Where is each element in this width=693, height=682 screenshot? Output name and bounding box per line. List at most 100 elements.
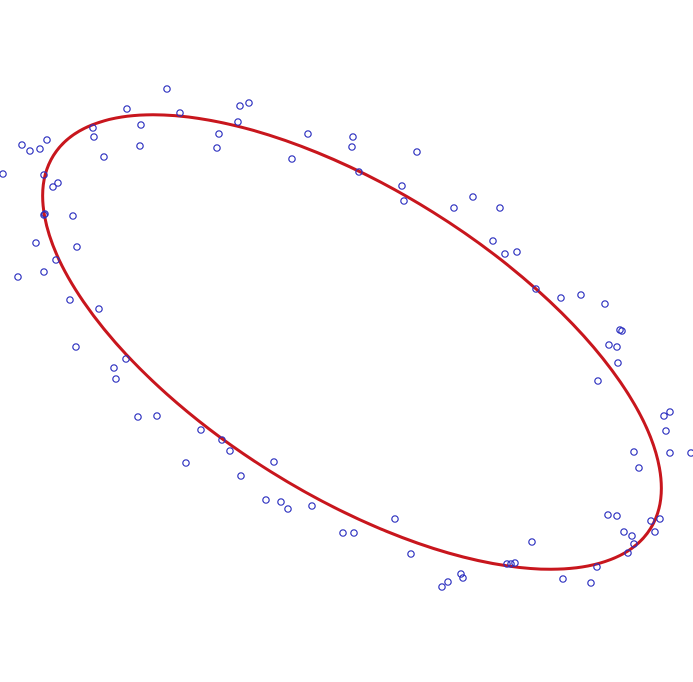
data-point: [176, 109, 184, 117]
data-point: [613, 343, 621, 351]
data-point: [666, 449, 674, 457]
data-point: [624, 549, 632, 557]
data-point: [398, 182, 406, 190]
data-point: [457, 570, 465, 578]
data-point: [40, 268, 48, 276]
data-point: [197, 426, 205, 434]
data-point: [54, 179, 62, 187]
data-point: [245, 99, 253, 107]
data-point: [49, 183, 57, 191]
data-point: [153, 412, 161, 420]
data-point: [134, 413, 142, 421]
data-point: [559, 575, 567, 583]
data-point: [662, 427, 670, 435]
data-point: [14, 273, 22, 281]
data-point: [40, 211, 48, 219]
data-point: [213, 144, 221, 152]
data-point: [100, 153, 108, 161]
data-point: [601, 300, 609, 308]
data-point: [262, 496, 270, 504]
data-point: [355, 168, 363, 176]
data-point: [69, 212, 77, 220]
data-point: [339, 529, 347, 537]
data-point: [413, 148, 421, 156]
data-point: [304, 130, 312, 138]
data-point: [43, 136, 51, 144]
data-point: [618, 327, 626, 335]
data-point: [350, 529, 358, 537]
data-point: [438, 583, 446, 591]
data-point: [656, 515, 664, 523]
data-point: [469, 193, 477, 201]
data-point: [112, 375, 120, 383]
data-point: [18, 141, 26, 149]
data-point: [41, 210, 49, 218]
data-point: [236, 102, 244, 110]
data-point: [90, 133, 98, 141]
data-point: [407, 550, 415, 558]
data-point: [496, 204, 504, 212]
data-point: [651, 528, 659, 536]
data-point: [52, 256, 60, 264]
data-point: [459, 574, 467, 582]
data-point: [237, 472, 245, 480]
data-point: [444, 578, 452, 586]
data-point: [32, 239, 40, 247]
data-points-layer: [0, 85, 693, 591]
data-point: [687, 449, 693, 457]
data-point: [308, 502, 316, 510]
data-point: [284, 505, 292, 513]
data-point: [40, 171, 48, 179]
data-point: [532, 285, 540, 293]
fitted-ellipse: [41, 113, 663, 571]
data-point: [26, 147, 34, 155]
data-point: [136, 142, 144, 150]
data-point: [647, 517, 655, 525]
data-point: [635, 464, 643, 472]
fitted-ellipse-layer: [41, 113, 663, 571]
data-point: [400, 197, 408, 205]
data-point: [36, 145, 44, 153]
data-point: [503, 560, 511, 568]
data-point: [620, 528, 628, 536]
data-point: [110, 364, 118, 372]
data-point: [630, 540, 638, 548]
data-point: [89, 124, 97, 132]
data-point: [594, 377, 602, 385]
data-point: [391, 515, 399, 523]
data-point: [513, 248, 521, 256]
data-point: [73, 243, 81, 251]
data-point: [593, 563, 601, 571]
data-point: [489, 237, 497, 245]
data-point: [614, 359, 622, 367]
data-point: [528, 538, 536, 546]
data-point: [450, 204, 458, 212]
data-point: [122, 355, 130, 363]
data-point: [123, 105, 131, 113]
data-point: [72, 343, 80, 351]
data-point: [226, 447, 234, 455]
data-point: [605, 341, 613, 349]
data-point: [587, 579, 595, 587]
data-point: [137, 121, 145, 129]
data-point: [277, 498, 285, 506]
data-point: [348, 143, 356, 151]
data-point: [270, 458, 278, 466]
data-point: [557, 294, 565, 302]
data-point: [604, 511, 612, 519]
data-point: [95, 305, 103, 313]
data-point: [0, 170, 7, 178]
data-point: [288, 155, 296, 163]
data-point: [613, 512, 621, 520]
data-point: [234, 118, 242, 126]
data-point: [630, 448, 638, 456]
data-point: [660, 412, 668, 420]
data-point: [349, 133, 357, 141]
data-point: [666, 408, 674, 416]
data-point: [577, 291, 585, 299]
data-point: [215, 130, 223, 138]
data-point: [501, 250, 509, 258]
data-point: [507, 560, 515, 568]
data-point: [182, 459, 190, 467]
